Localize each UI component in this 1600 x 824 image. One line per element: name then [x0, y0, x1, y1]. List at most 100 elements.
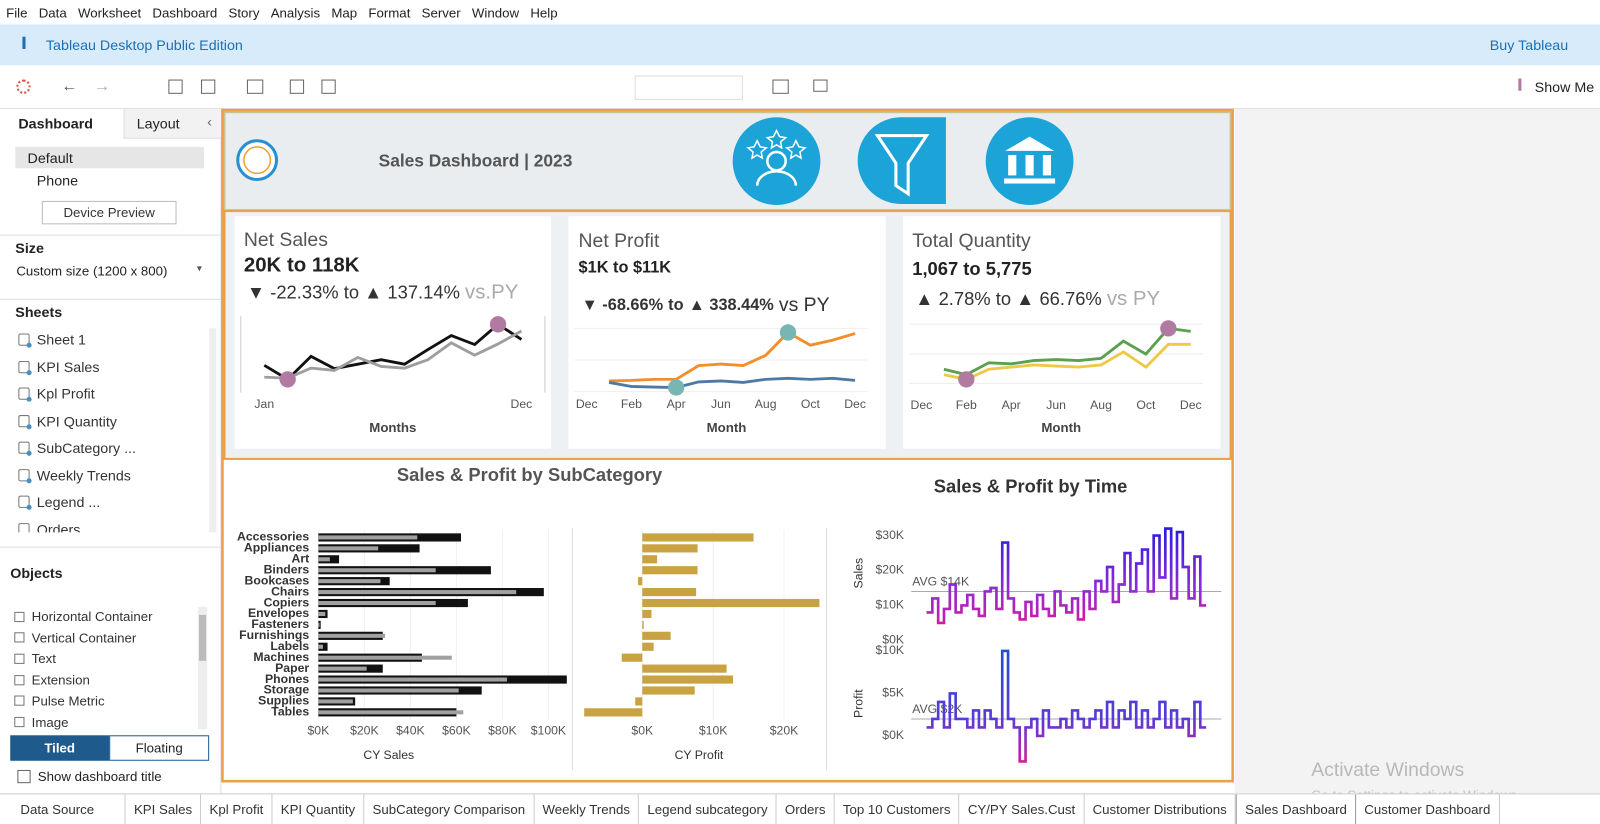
- object-item[interactable]: Vertical Container: [14, 630, 136, 645]
- duplicate-icon[interactable]: [289, 79, 305, 94]
- sheet-tab[interactable]: Weekly Trends: [534, 794, 640, 824]
- new-source-icon[interactable]: [201, 79, 216, 94]
- sheet-item[interactable]: SubCategory ...: [18, 440, 136, 456]
- menu-item[interactable]: Data: [38, 4, 67, 20]
- profit-bar: [642, 609, 652, 619]
- bank-button[interactable]: [985, 117, 1074, 205]
- sheet-tab[interactable]: Legend subcategory: [639, 794, 777, 824]
- sheet-tab[interactable]: KPI Quantity: [273, 794, 365, 824]
- object-item[interactable]: Extension: [14, 672, 90, 687]
- layout-toggle[interactable]: Tiled: [10, 735, 110, 761]
- sheet-item[interactable]: KPI Sales: [18, 358, 99, 375]
- sheet-icon: [18, 333, 32, 348]
- kpi-change-low: ▼ -68.66%: [582, 296, 664, 314]
- panel-tab[interactable]: Layout: [136, 115, 180, 132]
- sheet-icon: [18, 360, 32, 375]
- sales-bar: [318, 677, 508, 682]
- sheet-tab[interactable]: Kpl Profit: [201, 794, 273, 824]
- redo-icon[interactable]: →: [93, 77, 111, 95]
- sales-bar: [318, 557, 330, 562]
- show-me[interactable]: Show Me: [1534, 78, 1595, 95]
- sheet-item[interactable]: KPI Quantity: [18, 413, 117, 429]
- sheet-label: Sheet 1: [36, 331, 86, 348]
- menu-item[interactable]: Worksheet: [77, 4, 142, 20]
- x-tick-label: Oct: [801, 397, 821, 411]
- panel-tab[interactable]: Dashboard: [18, 115, 93, 132]
- new-sheet-icon[interactable]: [246, 79, 264, 94]
- sheet-tab[interactable]: KPI Sales: [126, 794, 202, 824]
- sheet-tab[interactable]: Customer Distributions: [1084, 794, 1236, 824]
- sheet-item[interactable]: Sheet 1: [18, 331, 86, 348]
- menu-item[interactable]: Window: [471, 4, 520, 20]
- sheet-tab[interactable]: Orders: [777, 794, 835, 824]
- kpi-marker: [779, 324, 797, 341]
- category-label: Binders: [264, 562, 310, 576]
- undo-icon[interactable]: ←: [61, 77, 78, 95]
- object-label: Extension: [31, 672, 90, 688]
- sheet-item[interactable]: Legend ...: [18, 494, 100, 510]
- menu-item[interactable]: Server: [421, 4, 461, 20]
- sheet-tab[interactable]: SubCategory Comparison: [364, 794, 535, 824]
- object-item[interactable]: Horizontal Container: [14, 609, 153, 624]
- dashboard-title: Sales Dashboard | 2023: [379, 151, 573, 171]
- menu-item[interactable]: File: [6, 4, 28, 20]
- sheet-item[interactable]: Weekly Trends: [18, 467, 131, 483]
- size-dropdown[interactable]: Custom size (1200 x 800): [16, 263, 168, 279]
- x-axis-label: CY Profit: [675, 748, 724, 762]
- menu-item[interactable]: Format: [368, 4, 411, 20]
- fit-dropdown[interactable]: [634, 75, 743, 100]
- sheet-tab[interactable]: CY/PY Sales.Cust: [960, 794, 1085, 824]
- y-tick-label: $10K: [875, 643, 904, 657]
- sales-bar: [318, 666, 367, 671]
- clear-icon[interactable]: [321, 79, 336, 94]
- object-icon: [14, 716, 25, 728]
- kpi-marker: [1160, 320, 1177, 337]
- object-item[interactable]: Image: [14, 714, 69, 730]
- sheet-item[interactable]: Orders: [18, 521, 80, 533]
- filter-button[interactable]: [857, 117, 946, 204]
- checkbox[interactable]: [17, 769, 31, 784]
- buy-button[interactable]: Buy Tableau: [1489, 36, 1569, 54]
- collapse-icon[interactable]: ‹: [207, 113, 212, 130]
- sheet-label: Kpl Profit: [36, 385, 95, 402]
- presentation-icon[interactable]: [813, 79, 828, 92]
- kpi-change-reference: vs.PY: [465, 282, 519, 304]
- save-icon[interactable]: [168, 79, 183, 94]
- x-tick-label: Dec: [1180, 398, 1202, 412]
- menu-item[interactable]: Help: [530, 4, 558, 20]
- cards-icon[interactable]: [772, 79, 789, 94]
- kpi-change-low: ▼ -22.33%: [247, 282, 339, 303]
- menu-item[interactable]: Map: [331, 4, 358, 20]
- sales-bar: [318, 579, 381, 584]
- sheet-icon: [18, 387, 32, 402]
- sheet-tab[interactable]: Sales Dashboard: [1235, 793, 1357, 824]
- layout-toggle[interactable]: Floating: [109, 735, 210, 761]
- dropdown-arrow[interactable]: ▾: [196, 263, 203, 275]
- sheet-tab[interactable]: Data Source: [0, 794, 126, 824]
- x-tick-label: $60K: [442, 723, 471, 737]
- object-label: Image: [31, 714, 69, 730]
- sheet-tab[interactable]: Customer Dashboard: [1356, 794, 1500, 824]
- x-tick-label: $20K: [770, 723, 799, 737]
- sheet-label: Weekly Trends: [36, 466, 131, 483]
- sheet-tab[interactable]: Top 10 Customers: [835, 794, 960, 824]
- device-item[interactable]: Default: [27, 149, 73, 167]
- object-item[interactable]: Text: [14, 651, 56, 666]
- x-tick-label: Dec: [911, 398, 933, 412]
- x-axis-label: CY Sales: [363, 748, 414, 762]
- kpi-marker: [489, 316, 507, 333]
- menu-item[interactable]: Dashboard: [152, 4, 218, 20]
- y-tick-label: $5K: [882, 686, 905, 700]
- kpi-line: [608, 376, 856, 389]
- dashboard: Sales Dashboard | 2023 Net Sales 20K to 1…: [221, 108, 1234, 783]
- section-heading: Size: [15, 239, 44, 256]
- menu-item[interactable]: Story: [228, 4, 260, 20]
- object-item[interactable]: Pulse Metric: [14, 693, 105, 709]
- x-tick-label: Jan: [254, 397, 274, 411]
- menu-item[interactable]: Analysis: [270, 4, 321, 20]
- device-preview-button[interactable]: Device Preview: [41, 200, 177, 225]
- customers-button[interactable]: [732, 117, 821, 205]
- sheet-item[interactable]: Kpl Profit: [18, 385, 95, 402]
- device-item[interactable]: Phone: [36, 172, 79, 189]
- x-tick-label: Feb: [956, 398, 977, 412]
